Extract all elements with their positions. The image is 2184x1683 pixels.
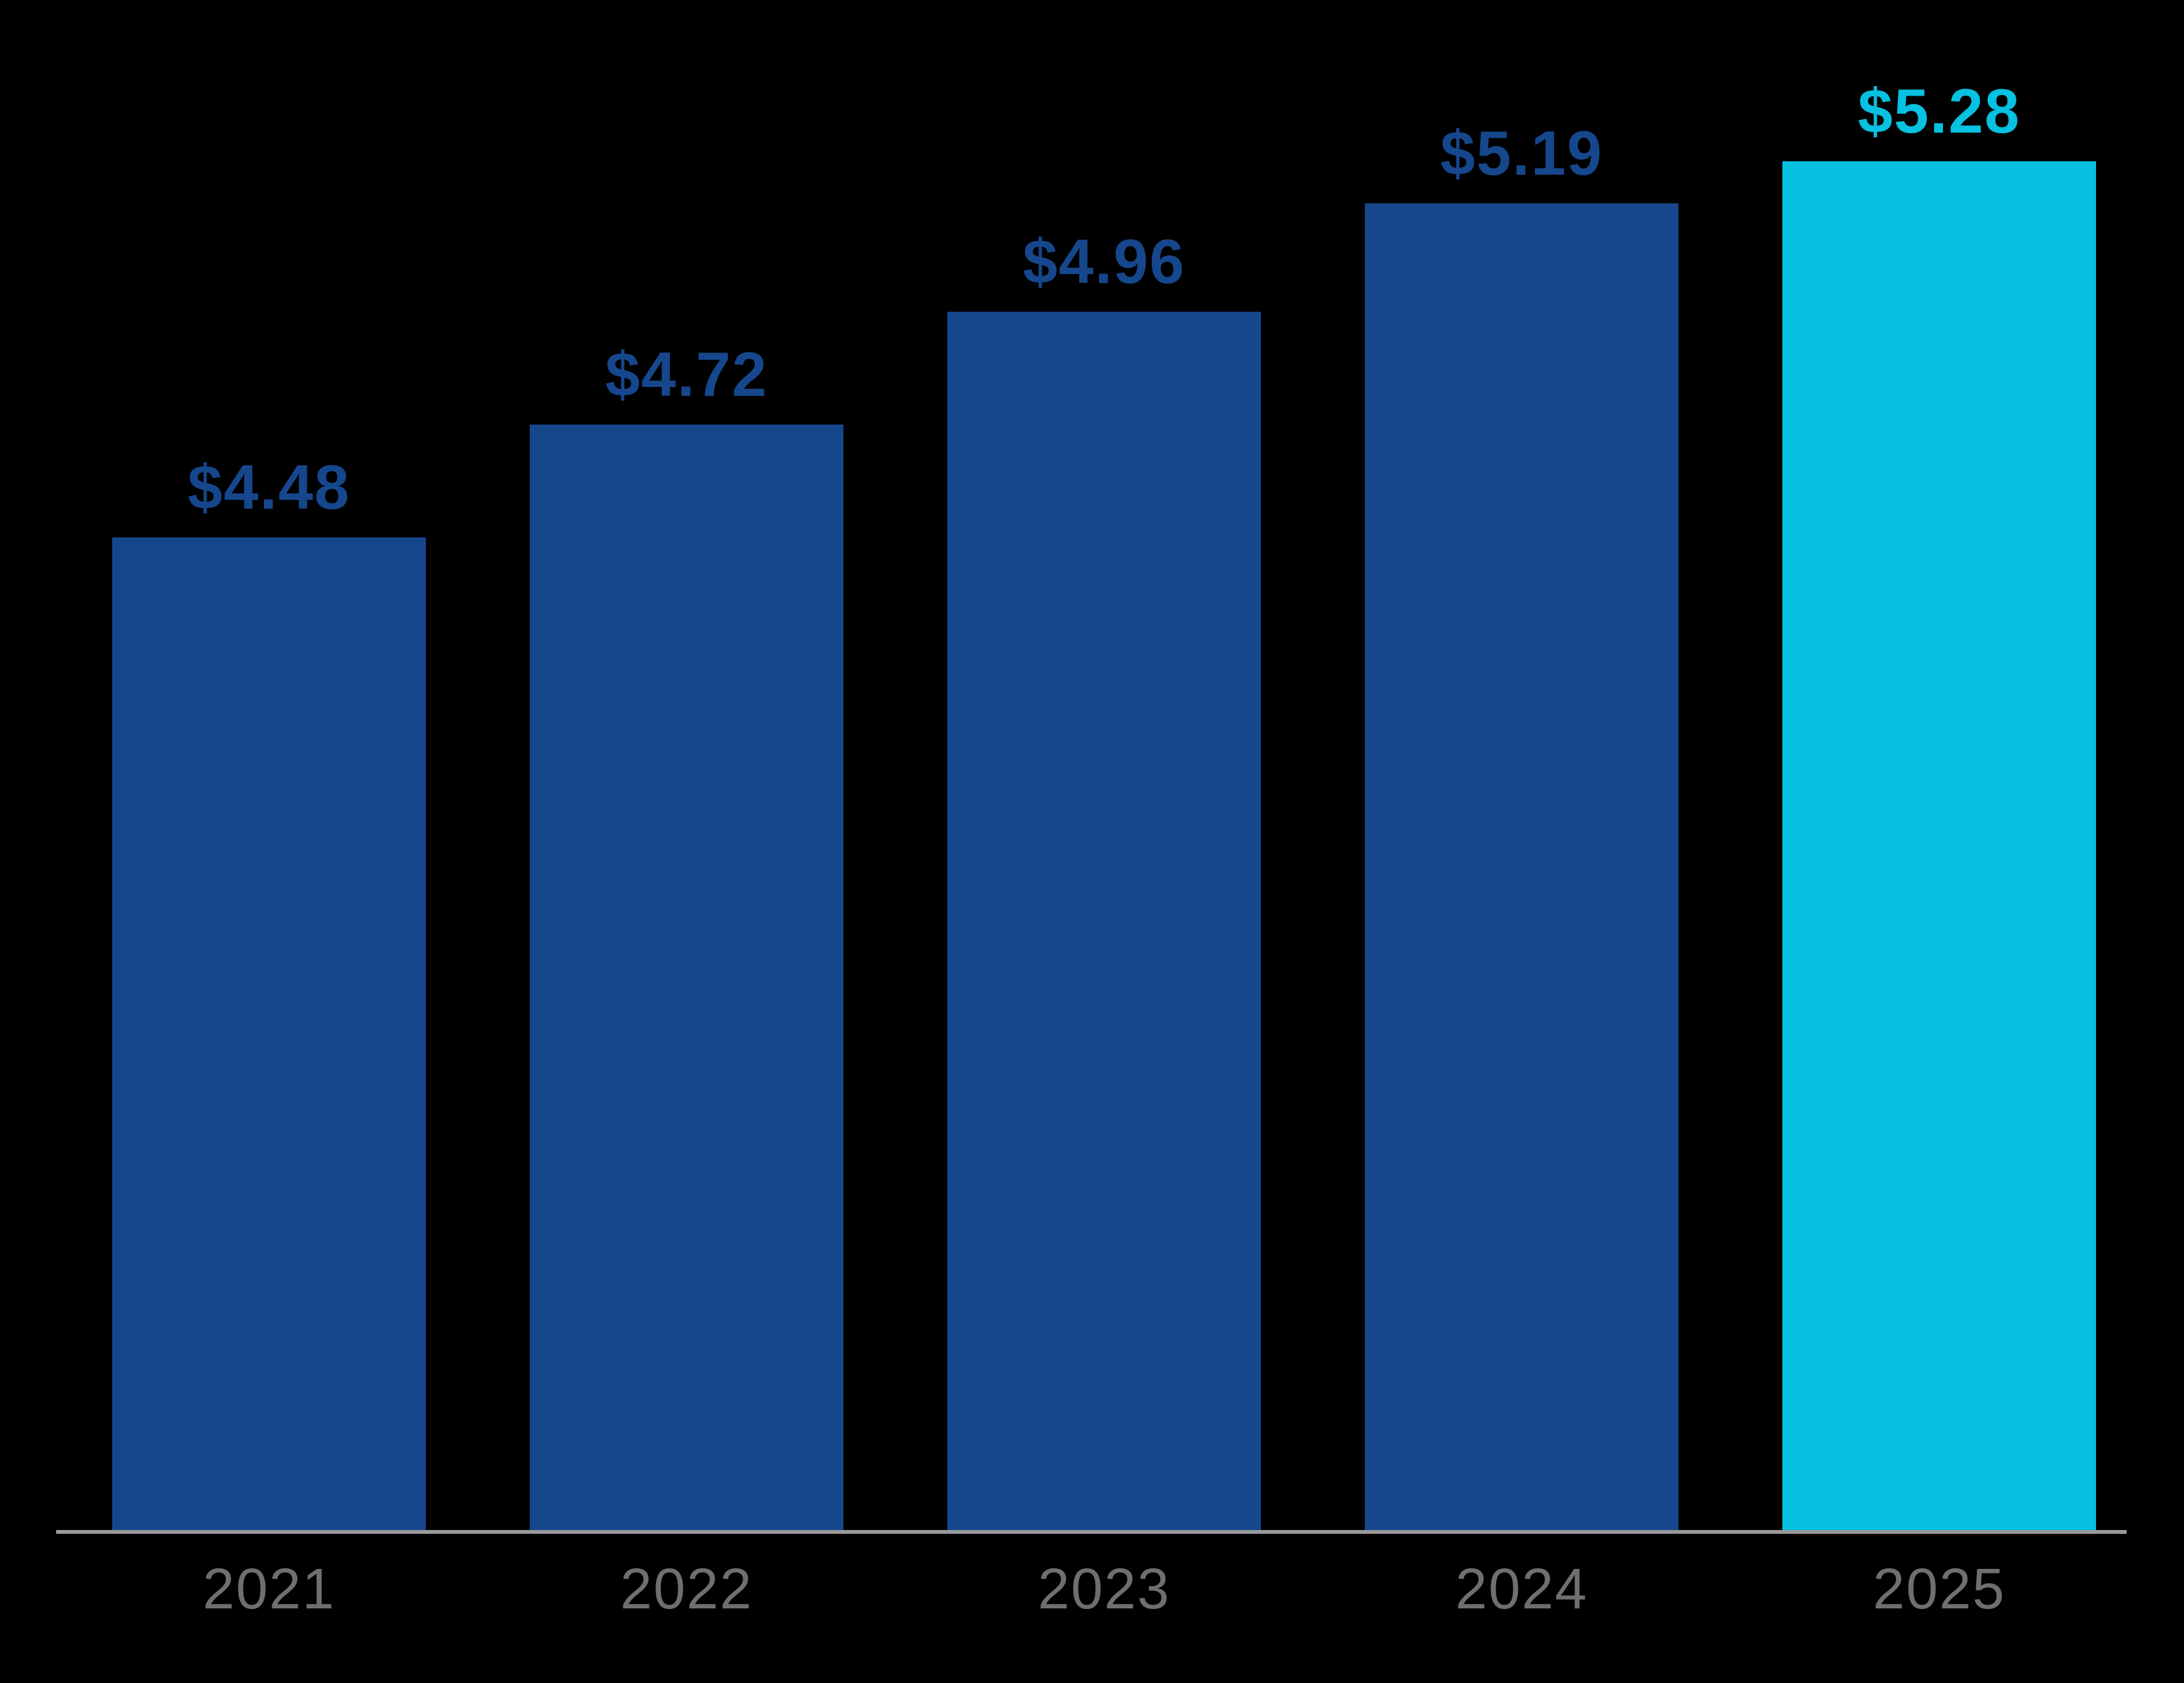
bar-2023 <box>947 312 1261 1530</box>
bar-value-label: $4.72 <box>605 339 768 409</box>
bar-2025-highlighted <box>1782 161 2096 1530</box>
bar-value-label: $5.19 <box>1440 118 1603 188</box>
x-tick-label-2022: 2022 <box>620 1557 753 1621</box>
bar-value-label: $5.28 <box>1858 76 2021 146</box>
bar-2022 <box>530 425 843 1530</box>
bar-group-2025: $5.28 2025 <box>1782 80 2096 1618</box>
bar-2024 <box>1365 203 1678 1530</box>
bar-group-2021: $4.48 2021 <box>112 161 426 1618</box>
bar-value-label: $4.48 <box>187 452 351 522</box>
bar-group-2023: $4.96 2023 <box>947 161 1261 1618</box>
x-tick-label-2024: 2024 <box>1455 1557 1589 1621</box>
x-tick-label-2021: 2021 <box>202 1557 336 1621</box>
x-tick-label-2025: 2025 <box>1872 1557 2006 1621</box>
bar-group-2024: $5.19 2024 <box>1365 122 1678 1618</box>
x-axis-line <box>56 1530 2127 1534</box>
x-tick-label-2023: 2023 <box>1037 1557 1171 1621</box>
bar-group-2022: $4.72 2022 <box>530 161 843 1618</box>
bar-value-label: $4.96 <box>1023 226 1186 296</box>
bar-2021 <box>112 537 426 1530</box>
